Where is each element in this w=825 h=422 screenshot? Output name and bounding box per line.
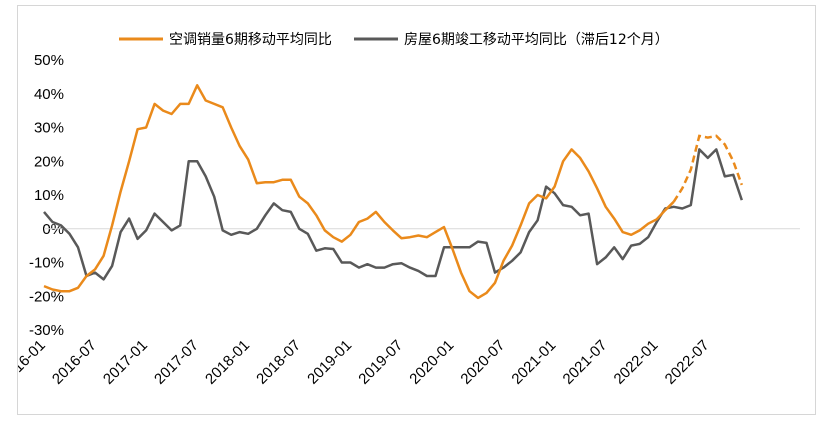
y-tick-label: 40% xyxy=(34,86,64,103)
series-group xyxy=(43,84,743,300)
y-tick-label: 10% xyxy=(34,187,64,204)
x-tick-label: 2019-01 xyxy=(304,337,355,388)
x-tick-label: 2021-07 xyxy=(560,337,611,388)
y-tick-label: -10% xyxy=(29,255,64,272)
x-tick-label: 2017-01 xyxy=(100,337,151,388)
x-tick-label: 2022-07 xyxy=(662,337,713,388)
series-line-aircon-forecast xyxy=(672,134,743,203)
legend-label-housing: 房屋6期竣工移动平均同比（滞后12个月） xyxy=(404,32,669,48)
x-tick-label: 2020-01 xyxy=(406,337,457,388)
x-tick-label: 2022-01 xyxy=(611,337,662,388)
x-tick-label: 2018-01 xyxy=(202,337,253,388)
x-tick-label: 2017-07 xyxy=(151,337,202,388)
legend: 空调销量6期移动平均同比 房屋6期竣工移动平均同比（滞后12个月） xyxy=(119,32,669,48)
y-tick-label: 20% xyxy=(34,153,64,170)
x-tick-label: 2018-07 xyxy=(253,337,304,388)
series-line-housing xyxy=(43,148,743,281)
x-tick-label: 2019-07 xyxy=(355,337,406,388)
line-chart: 空调销量6期移动平均同比 房屋6期竣工移动平均同比（滞后12个月） 50% 40%… xyxy=(18,32,800,388)
y-tick-label: -30% xyxy=(29,322,64,339)
y-tick-label: 30% xyxy=(34,120,64,137)
y-tick-label: 50% xyxy=(34,52,64,69)
x-tick-label: 2016-01 xyxy=(18,337,49,388)
series-line-aircon xyxy=(43,84,675,300)
y-axis-ticks: 50%40%30%20%10%0%-10%-20%-30% xyxy=(29,52,64,339)
legend-label-aircon: 空调销量6期移动平均同比 xyxy=(169,32,332,48)
x-tick-label: 2020-07 xyxy=(457,337,508,388)
x-tick-label: 2021-01 xyxy=(508,337,559,388)
chart-frame: 空调销量6期移动平均同比 房屋6期竣工移动平均同比（滞后12个月） 50% 40%… xyxy=(17,5,816,415)
x-tick-label: 2016-07 xyxy=(49,337,100,388)
x-axis-ticks: 2016-01 2016-07 2017-01 2017-07 2018-01 2018-… xyxy=(18,337,713,388)
y-tick-label: -20% xyxy=(29,288,64,305)
